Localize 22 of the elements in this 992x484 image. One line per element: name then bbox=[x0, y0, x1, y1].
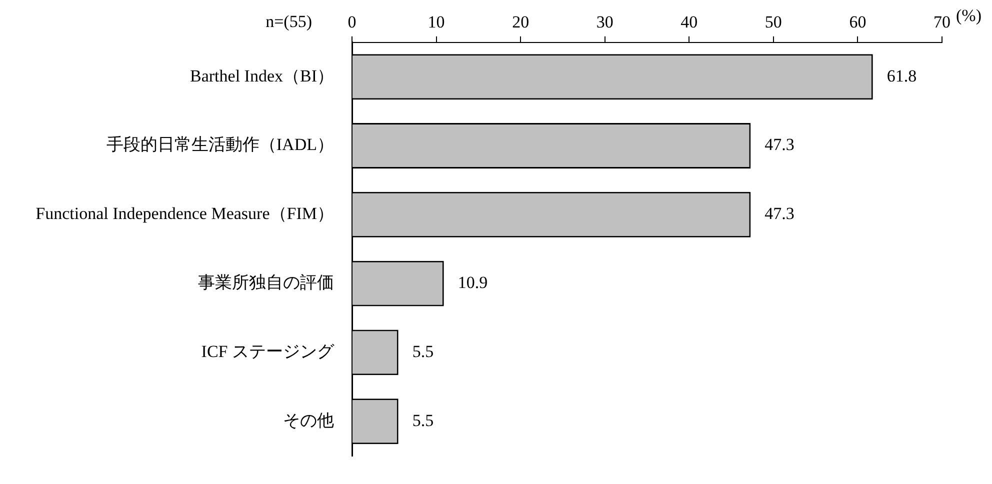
y-tick-label: Functional Independence Measure（FIM） bbox=[36, 204, 334, 224]
y-tick-label: Barthel Index（BI） bbox=[190, 66, 334, 86]
data-label: 47.3 bbox=[764, 204, 794, 224]
data-label: 10.9 bbox=[458, 273, 488, 292]
x-tick-label: 20 bbox=[512, 12, 530, 32]
data-label: 47.3 bbox=[764, 135, 794, 154]
x-tick-label: 30 bbox=[596, 12, 614, 32]
y-tick-label: その他 bbox=[283, 410, 334, 430]
x-tick-label: 70 bbox=[934, 12, 950, 32]
x-tick-label: 40 bbox=[680, 12, 698, 32]
data-label: 5.5 bbox=[412, 410, 434, 430]
x-tick-label: 10 bbox=[428, 12, 445, 32]
y-tick-label: 手段的日常生活動作（IADL） bbox=[106, 135, 334, 154]
x-axis-title: (%) bbox=[956, 6, 982, 25]
y-tick-label: 事業所独自の評価 bbox=[198, 273, 334, 292]
text: n=(55) bbox=[266, 12, 312, 31]
data-label: 5.5 bbox=[412, 342, 434, 361]
x-tick-label: 0 bbox=[348, 12, 356, 32]
y-tick-label: ICF ステージング bbox=[201, 342, 335, 361]
x-tick-label: 60 bbox=[849, 12, 866, 32]
x-tick-label: 50 bbox=[764, 12, 782, 32]
data-label: 61.8 bbox=[886, 66, 917, 86]
